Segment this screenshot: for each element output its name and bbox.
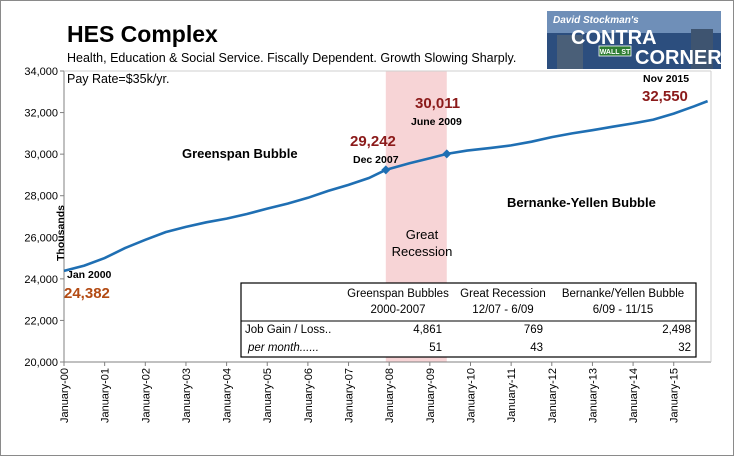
- y-tick-label: 24,000: [24, 274, 58, 286]
- y-axis-label: Thousands: [55, 205, 67, 261]
- greenspan-bubble-label: Greenspan Bubble: [182, 146, 298, 161]
- x-tick-label: January-10: [465, 368, 477, 423]
- contra-corner-logo: David Stockman's CONTRA WALL ST CORNER: [547, 11, 722, 69]
- annotation-dec2007-value: 29,242: [350, 133, 396, 150]
- y-tick-label: 22,000: [24, 315, 58, 327]
- x-ticks: January-00 January-01 January-02 January-03…: [59, 362, 681, 423]
- marker-june-2009: [442, 149, 452, 159]
- x-tick-label: January-08: [384, 368, 396, 423]
- wall-st-sign-text: WALL ST: [600, 49, 631, 56]
- wall-st-sign: [598, 45, 632, 57]
- x-tick-label: January-01: [100, 368, 112, 423]
- y-tick-label: 30,000: [24, 149, 58, 161]
- series-line: [63, 99, 709, 273]
- markers: [381, 149, 452, 175]
- axes: [63, 70, 712, 363]
- great-recession-label-2: Recession: [392, 244, 453, 259]
- logo-contra-text: CONTRA: [571, 27, 657, 49]
- x-tick-label: January-02: [140, 368, 152, 423]
- x-tick-label: January-15: [669, 368, 681, 423]
- table-row-1-value-3: 2,498: [662, 324, 691, 336]
- annotation-nov2015-label: Nov 2015: [643, 73, 689, 85]
- annotation-jan2000-label: Jan 2000: [67, 269, 112, 281]
- table-row-2-value-2: 43: [530, 342, 543, 354]
- x-tick-label: January-13: [587, 368, 599, 423]
- chart-title: HES Complex: [67, 21, 218, 47]
- y-tick-label: 32,000: [24, 108, 58, 120]
- table-row-1-value-2: 769: [524, 324, 543, 336]
- annotation-jan2000-value: 24,382: [64, 285, 110, 302]
- logo-building-2: [691, 29, 713, 69]
- table-header-3-line1: Bernanke/Yellen Bubble: [562, 288, 684, 300]
- marker-dec-2007: [381, 165, 391, 175]
- annotation-june2009-label: June 2009: [411, 116, 462, 128]
- table-row-1-label: Job Gain / Loss..: [245, 324, 331, 336]
- table-box: [240, 282, 697, 358]
- x-tick-label: January-11: [506, 368, 518, 422]
- table-row-1-value-1: 4,861: [413, 324, 442, 336]
- x-tick-label: January-04: [222, 368, 234, 423]
- table-header-3-line2: 6/09 - 11/15: [593, 304, 654, 316]
- bernanke-yellen-label: Bernanke-Yellen Bubble: [507, 195, 656, 210]
- table-header-1-line2: 2000-2007: [371, 304, 426, 316]
- logo-top-text: David Stockman's: [553, 15, 639, 26]
- annotation-dec2007-label: Dec 2007: [353, 154, 399, 166]
- x-tick-label: January-06: [303, 368, 315, 423]
- x-tick-label: January-00: [59, 368, 71, 423]
- y-tick-label: 28,000: [24, 191, 58, 203]
- logo-sky: [547, 11, 721, 33]
- y-tick-label: 26,000: [24, 232, 58, 244]
- annotation-nov2015-value: 32,550: [642, 88, 688, 105]
- chart-subtitle: Health, Education & Social Service. Fisc…: [67, 51, 516, 65]
- x-tick-label: January-12: [547, 368, 559, 423]
- y-tick-label: 34,000: [24, 66, 58, 78]
- table-header-1-line1: Greenspan Bubbles: [347, 288, 449, 300]
- y-ticks: 20,000 22,000 24,000 26,000 28,000 30,000 32,0…: [24, 66, 64, 369]
- table-header-2-line1: Great Recession: [460, 288, 546, 300]
- pay-rate-note: Pay Rate=$35k/yr.: [67, 72, 170, 86]
- x-tick-label: January-03: [181, 368, 193, 423]
- logo-corner-text: CORNER: [635, 47, 722, 69]
- logo-building: [557, 35, 583, 69]
- annotation-june2009-value: 30,011: [415, 95, 460, 112]
- x-tick-label: January-09: [425, 368, 437, 423]
- table-row-2-label: per month......: [247, 342, 319, 354]
- summary-table: Greenspan Bubbles 2000-2007 Great Recess…: [240, 282, 697, 358]
- great-recession-label-1: Great: [406, 227, 439, 242]
- table-row-2-value-1: 51: [429, 342, 442, 354]
- table-row-2-value-3: 32: [678, 342, 691, 354]
- x-tick-label: January-07: [344, 368, 356, 423]
- y-tick-label: 20,000: [24, 357, 58, 369]
- table-header-2-line2: 12/07 - 6/09: [472, 304, 533, 316]
- x-tick-label: January-05: [262, 368, 274, 423]
- x-tick-label: January-14: [628, 368, 640, 423]
